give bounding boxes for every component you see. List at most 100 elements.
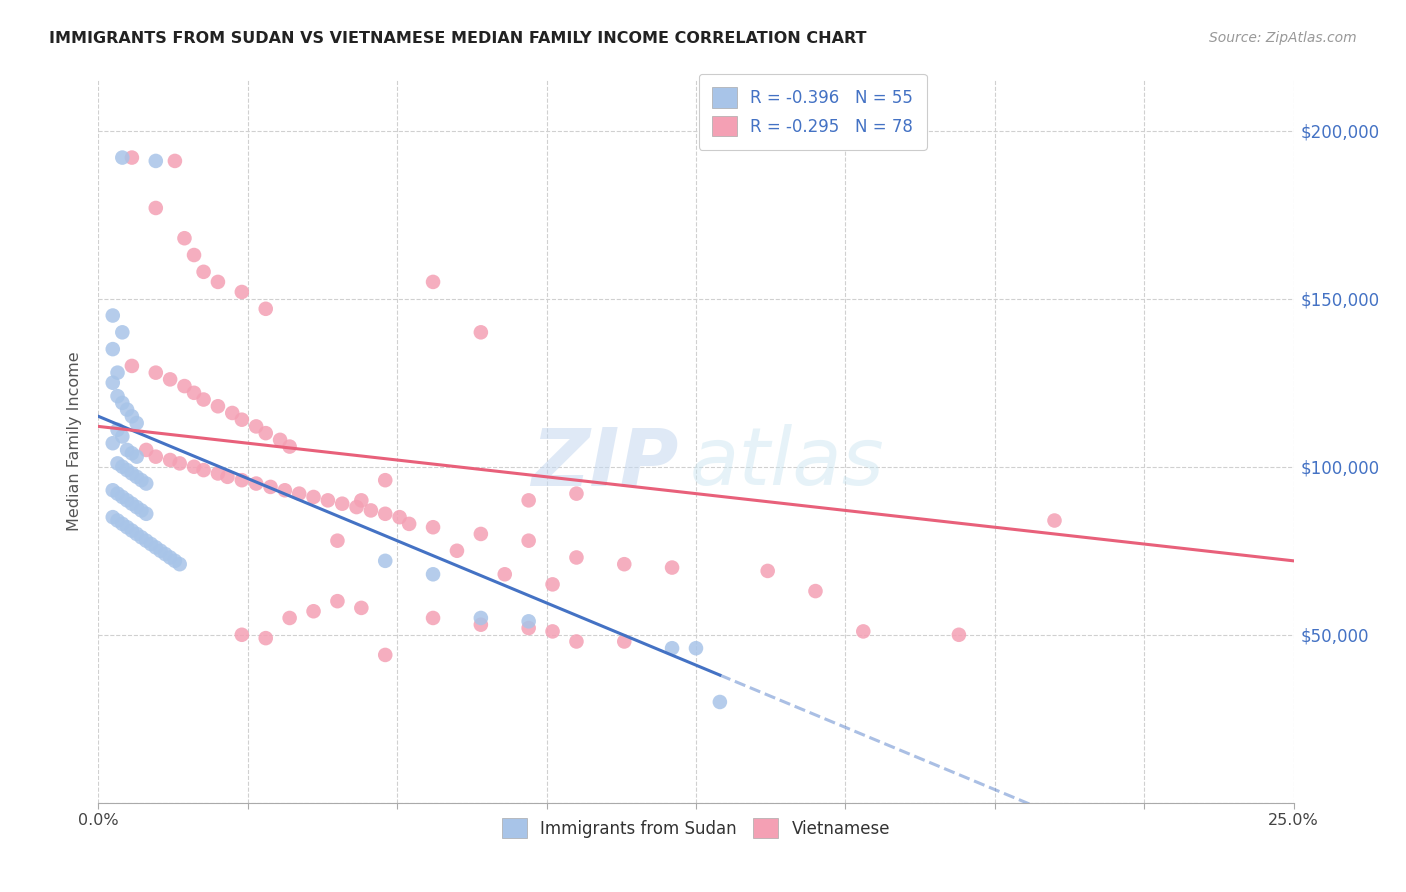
Point [231, 473, 253, 487]
Point [269, 433, 291, 447]
Point [111, 490, 134, 504]
Legend: Immigrants from Sudan, Vietnamese: Immigrants from Sudan, Vietnamese [495, 812, 897, 845]
Point [107, 486, 129, 500]
Point [193, 463, 215, 477]
Point [316, 493, 339, 508]
Point [121, 359, 143, 373]
Point [111, 429, 134, 443]
Point [121, 446, 143, 460]
Point [121, 467, 143, 481]
Point [121, 409, 143, 424]
Point [565, 550, 588, 565]
Point [101, 483, 124, 498]
Point [183, 385, 205, 400]
Point [207, 467, 229, 481]
Point [470, 527, 492, 541]
Point [278, 611, 301, 625]
Point [231, 628, 253, 642]
Point [1043, 514, 1066, 528]
Point [155, 547, 177, 561]
Point [217, 470, 239, 484]
Point [374, 507, 396, 521]
Point [278, 440, 301, 454]
Text: Source: ZipAtlas.com: Source: ZipAtlas.com [1209, 31, 1357, 45]
Point [101, 510, 124, 524]
Point [115, 442, 138, 457]
Point [350, 493, 373, 508]
Point [326, 594, 349, 608]
Text: atlas: atlas [690, 425, 884, 502]
Point [330, 497, 353, 511]
Point [245, 419, 267, 434]
Point [470, 326, 492, 340]
Point [125, 416, 148, 430]
Point [613, 558, 636, 572]
Point [193, 392, 215, 407]
Point [422, 567, 444, 582]
Point [115, 402, 138, 417]
Point [231, 413, 253, 427]
Point [121, 524, 143, 538]
Point [541, 577, 564, 591]
Point [125, 500, 148, 514]
Point [685, 641, 707, 656]
Point [145, 450, 167, 464]
Point [139, 537, 162, 551]
Point [470, 617, 492, 632]
Point [131, 503, 153, 517]
Point [125, 450, 148, 464]
Point [159, 453, 181, 467]
Point [446, 543, 468, 558]
Point [169, 558, 191, 572]
Point [565, 634, 588, 648]
Point [145, 201, 167, 215]
Point [661, 641, 683, 656]
Point [163, 153, 186, 168]
Point [259, 480, 281, 494]
Point [183, 248, 205, 262]
Point [131, 530, 153, 544]
Point [173, 379, 195, 393]
Point [159, 550, 181, 565]
Point [111, 396, 134, 410]
Point [541, 624, 564, 639]
Point [107, 366, 129, 380]
Point [288, 486, 311, 500]
Point [173, 231, 195, 245]
Point [756, 564, 779, 578]
Point [115, 493, 138, 508]
Point [121, 151, 143, 165]
Point [374, 473, 396, 487]
Point [254, 631, 277, 645]
Point [135, 507, 157, 521]
Point [494, 567, 516, 582]
Point [131, 473, 153, 487]
Point [135, 442, 157, 457]
Point [125, 470, 148, 484]
Point [107, 514, 129, 528]
Point [101, 376, 124, 390]
Point [254, 301, 277, 316]
Point [169, 456, 191, 470]
Point [326, 533, 349, 548]
Point [470, 611, 492, 625]
Point [135, 476, 157, 491]
Point [374, 648, 396, 662]
Point [517, 533, 540, 548]
Point [804, 584, 827, 599]
Point [422, 611, 444, 625]
Point [302, 490, 325, 504]
Point [709, 695, 731, 709]
Point [231, 285, 253, 299]
Point [852, 624, 875, 639]
Point [101, 309, 124, 323]
Point [350, 600, 373, 615]
Point [207, 399, 229, 413]
Point [517, 493, 540, 508]
Point [948, 628, 970, 642]
Point [245, 476, 267, 491]
Point [193, 265, 215, 279]
Point [115, 463, 138, 477]
Point [422, 520, 444, 534]
Y-axis label: Median Family Income: Median Family Income [67, 351, 83, 532]
